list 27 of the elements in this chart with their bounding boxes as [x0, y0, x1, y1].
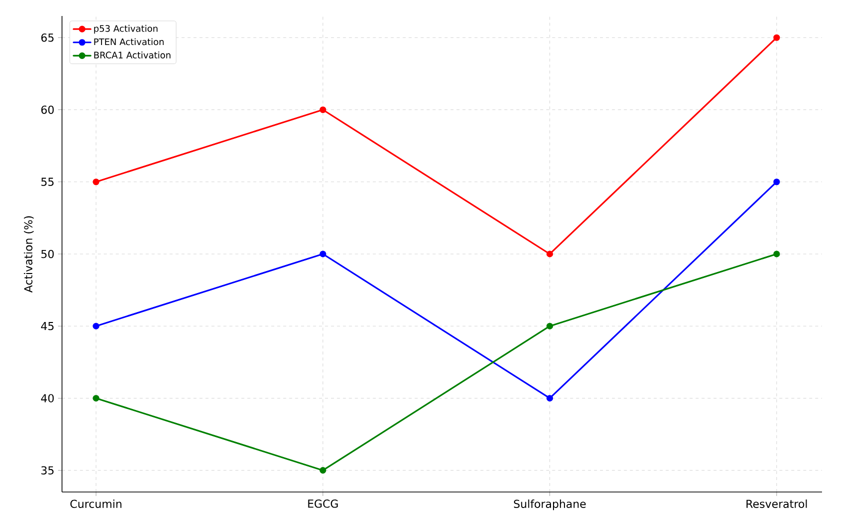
- y-tick-label: 35: [41, 466, 54, 474]
- point: [773, 34, 780, 41]
- point: [92, 322, 100, 330]
- legend-label: p53 Activation: [94, 24, 158, 34]
- point: [320, 250, 326, 258]
- point: [546, 322, 554, 330]
- point: [320, 106, 326, 114]
- x-tick-label: Resveratrol: [746, 500, 807, 508]
- y-tick-label: 60: [41, 106, 54, 114]
- y-tick-label: 40: [41, 394, 54, 402]
- y-tick-label: 45: [41, 322, 54, 330]
- point: [92, 394, 100, 402]
- x-tick-label: Curcumin: [70, 500, 122, 508]
- point: [546, 394, 554, 402]
- point: [546, 250, 554, 258]
- y-axis-title: Activation (%): [24, 216, 34, 293]
- y-tick-label: 55: [41, 178, 54, 186]
- x-tick-label: EGCG: [308, 500, 338, 508]
- point: [773, 178, 780, 186]
- point: [320, 467, 326, 474]
- legend-label: BRCA1 Activation: [94, 52, 170, 58]
- legend-label: PTEN Activation: [94, 38, 164, 46]
- x-tick-label: Sulforaphane: [514, 500, 586, 510]
- y-tick-label: 65: [41, 33, 54, 42]
- y-tick-label: 50: [41, 250, 54, 258]
- point: [773, 250, 780, 258]
- point: [92, 178, 100, 186]
